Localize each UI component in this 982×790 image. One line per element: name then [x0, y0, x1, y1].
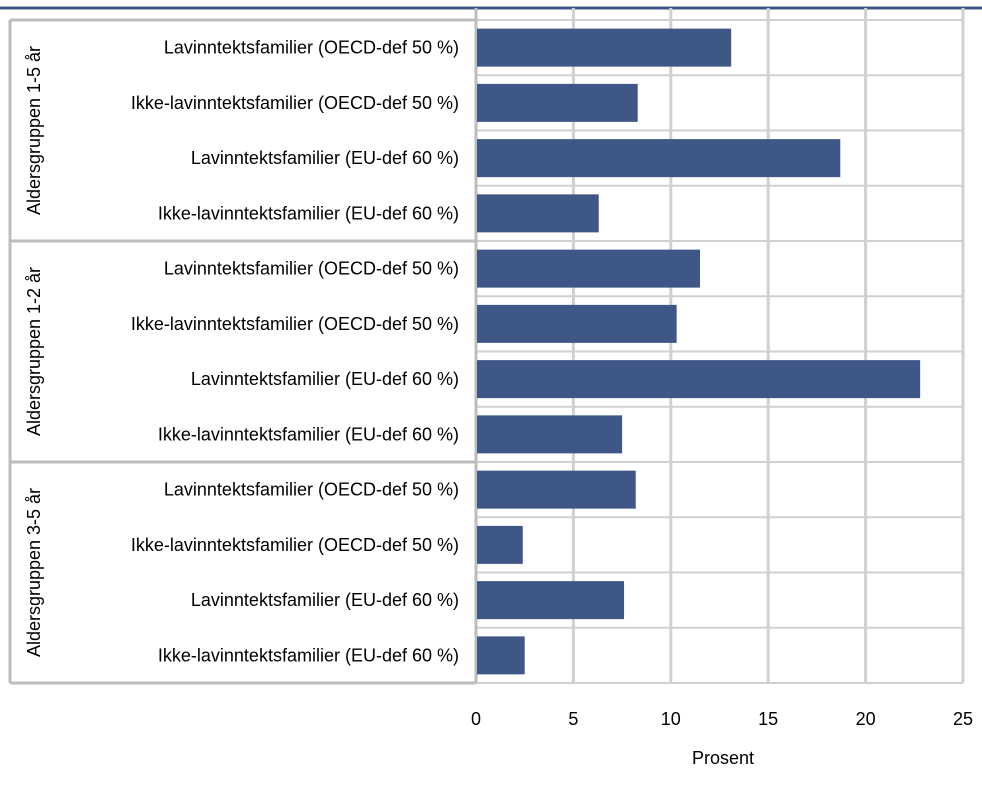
category-label: Ikke-lavinntektsfamilier (OECD-def 50 %) — [131, 314, 459, 334]
x-axis-title: Prosent — [692, 748, 754, 768]
x-tick-label: 25 — [953, 709, 973, 729]
bar — [477, 470, 636, 509]
category-label: Ikke-lavinntektsfamilier (EU-def 60 %) — [158, 203, 459, 223]
category-label: Lavinntektsfamilier (OECD-def 50 %) — [164, 38, 459, 58]
bar — [477, 83, 638, 122]
bar — [477, 194, 599, 233]
category-label: Ikke-lavinntektsfamilier (EU-def 60 %) — [158, 645, 459, 665]
bar — [477, 139, 841, 178]
group-label: Aldersgruppen 1-2 år — [24, 267, 44, 436]
group-label: Aldersgruppen 1-5 år — [24, 46, 44, 215]
x-tick-label: 20 — [856, 709, 876, 729]
x-tick-label: 0 — [471, 709, 481, 729]
bar — [477, 636, 525, 675]
group-label: Aldersgruppen 3-5 år — [24, 488, 44, 657]
x-tick-label: 5 — [568, 709, 578, 729]
bar — [477, 525, 523, 564]
category-label: Ikke-lavinntektsfamilier (OECD-def 50 %) — [131, 535, 459, 555]
category-label: Lavinntektsfamilier (EU-def 60 %) — [191, 590, 459, 610]
bar — [477, 249, 701, 288]
x-tick-label: 15 — [758, 709, 778, 729]
bar — [477, 415, 623, 454]
category-label: Lavinntektsfamilier (EU-def 60 %) — [191, 369, 459, 389]
bar — [477, 360, 921, 399]
category-label: Ikke-lavinntektsfamilier (EU-def 60 %) — [158, 424, 459, 444]
bar — [477, 304, 677, 343]
category-label: Lavinntektsfamilier (OECD-def 50 %) — [164, 259, 459, 279]
x-tick-label: 10 — [661, 709, 681, 729]
category-label: Lavinntektsfamilier (OECD-def 50 %) — [164, 480, 459, 500]
category-label: Lavinntektsfamilier (EU-def 60 %) — [191, 148, 459, 168]
bar — [477, 581, 625, 620]
bar — [477, 28, 732, 67]
category-label: Ikke-lavinntektsfamilier (OECD-def 50 %) — [131, 93, 459, 113]
